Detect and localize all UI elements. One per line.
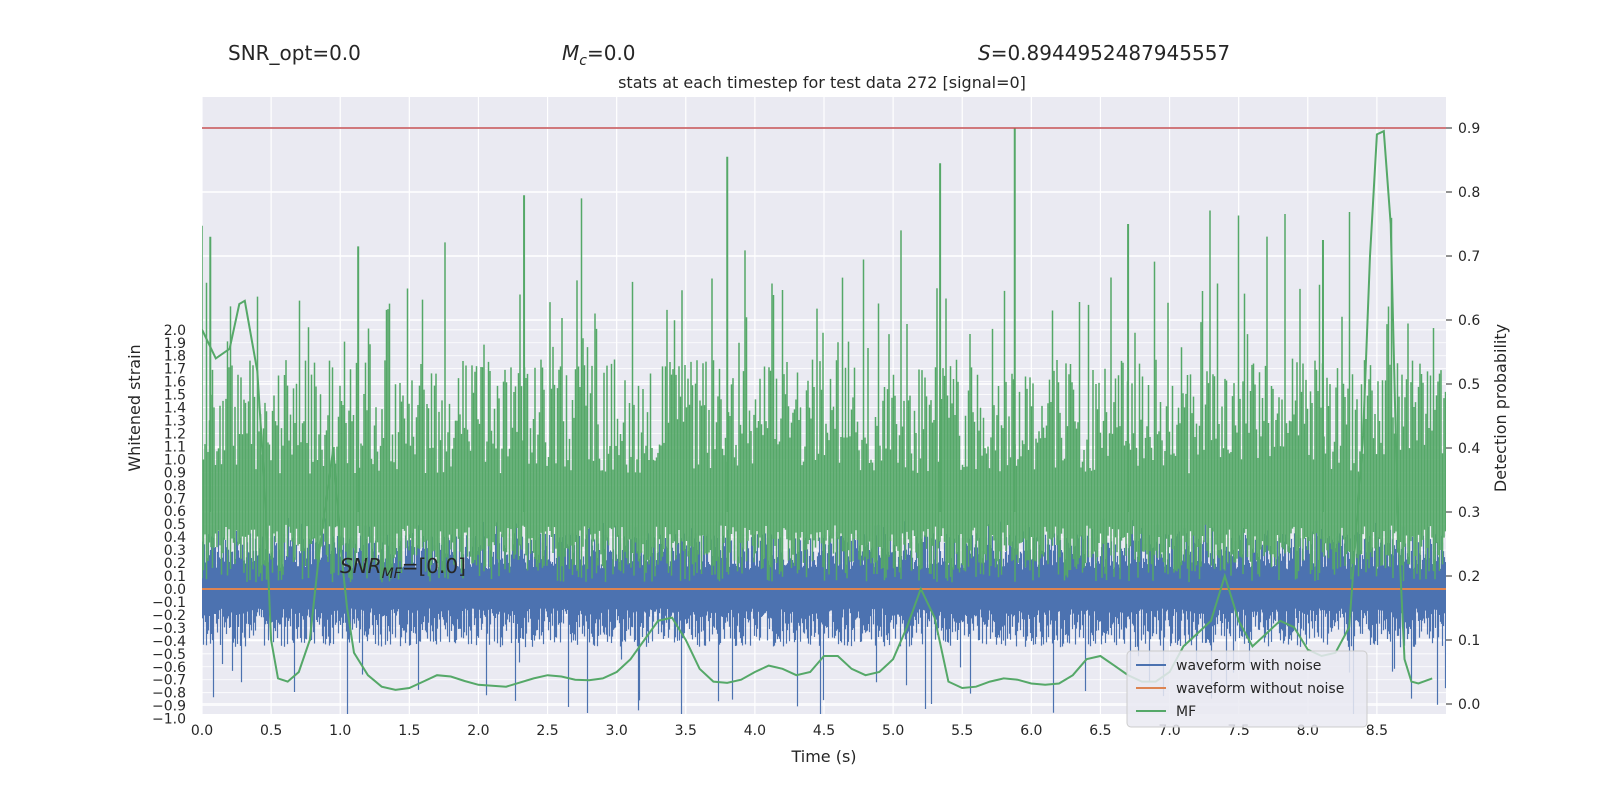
x-tick-label: 1.5 — [398, 723, 420, 739]
x-tick-label: 6.0 — [1020, 723, 1042, 739]
y-right-tick-label: 0.2 — [1458, 569, 1480, 585]
x-tick-label: 0.0 — [191, 723, 213, 739]
x-tick-label: 8.5 — [1366, 723, 1388, 739]
x-tick-label: 6.5 — [1089, 723, 1111, 739]
y-left-tick-label: 1.2 — [164, 426, 186, 442]
y-left-tick-label: 0.0 — [164, 582, 186, 598]
y-left-tick-label: 0.5 — [164, 517, 186, 533]
y-left-tick-label: 1.1 — [164, 439, 186, 455]
y-left-tick-label: −0.3 — [152, 621, 186, 637]
y-left-tick-label: 1.8 — [164, 349, 186, 365]
y-left-tick-label: −0.1 — [152, 595, 186, 611]
y-left-tick-label: −0.4 — [152, 634, 186, 650]
y-left-tick-label: 0.2 — [164, 556, 186, 572]
y-right-tick-label: 0.9 — [1458, 121, 1480, 137]
y-right-tick-label: 0.5 — [1458, 377, 1480, 393]
y-left-tick-label: 1.0 — [164, 452, 186, 468]
y-right-tick-label: 0.8 — [1458, 185, 1480, 201]
y-left-axis-ticks: 2.01.91.81.71.61.51.41.31.21.11.00.90.80… — [152, 323, 186, 728]
y-left-tick-label: 1.7 — [164, 362, 186, 378]
chirp-mass-label: Mc=0.0 — [562, 41, 636, 69]
y-left-tick-label: −0.2 — [152, 608, 186, 624]
x-tick-label: 5.5 — [951, 723, 973, 739]
legend-label-noise: waveform with noise — [1176, 658, 1321, 674]
y-left-tick-label: −1.0 — [152, 712, 186, 728]
x-tick-label: 4.5 — [813, 723, 835, 739]
y-left-tick-label: 0.4 — [164, 530, 186, 546]
y-left-tick-label: 0.7 — [164, 491, 186, 507]
legend-label-mf: MF — [1176, 704, 1196, 720]
x-tick-label: 2.5 — [536, 723, 558, 739]
x-axis-label: Time (s) — [790, 747, 856, 766]
legend-label-clean: waveform without noise — [1176, 681, 1344, 697]
y-left-tick-label: 0.3 — [164, 543, 186, 559]
x-tick-label: 2.0 — [467, 723, 489, 739]
y-left-tick-label: −0.7 — [152, 673, 186, 689]
y-left-tick-label: 1.5 — [164, 388, 186, 404]
score-label: S=0.8944952487945557 — [978, 41, 1230, 65]
y-right-tick-label: 0.4 — [1458, 441, 1480, 457]
legend-box — [1126, 650, 1368, 728]
x-tick-label: 3.0 — [606, 723, 628, 739]
y-left-tick-label: −0.9 — [152, 699, 186, 715]
x-tick-label: 1.0 — [329, 723, 351, 739]
y-left-tick-label: 1.4 — [164, 401, 186, 417]
legend: waveform with noise waveform without noi… — [1126, 650, 1368, 728]
y-left-tick-label: 0.6 — [164, 504, 186, 520]
y-left-tick-label: −0.5 — [152, 647, 186, 663]
snr-mf-annotation: SNRMF=[0.0] — [340, 554, 466, 582]
x-tick-label: 0.5 — [260, 723, 282, 739]
y-left-tick-label: 1.9 — [164, 336, 186, 352]
y-left-tick-label: 1.3 — [164, 414, 186, 430]
y-right-axis-ticks: 0.9 0.8 0.7 0.6 0.5 0.4 0.3 0.2 0.1 0.0 — [1446, 121, 1480, 713]
series-mf — [202, 129, 1433, 691]
y-left-tick-label: 0.1 — [164, 569, 186, 585]
y-right-tick-label: 0.7 — [1458, 249, 1480, 265]
y-left-axis-label: Whitened strain — [125, 344, 144, 471]
x-tick-label: 4.0 — [744, 723, 766, 739]
y-left-tick-label: 0.8 — [164, 478, 186, 494]
snr-opt-label: SNR_opt=0.0 — [228, 41, 361, 65]
y-left-tick-label: 0.9 — [164, 465, 186, 481]
mf-curve — [202, 129, 1433, 691]
x-tick-label: 3.5 — [675, 723, 697, 739]
y-right-tick-label: 0.1 — [1458, 633, 1480, 649]
y-right-tick-label: 0.0 — [1458, 697, 1480, 713]
y-left-tick-label: −0.8 — [152, 686, 186, 702]
y-left-tick-label: 1.6 — [164, 375, 186, 391]
y-left-tick-label: −0.6 — [152, 660, 186, 676]
y-right-tick-label: 0.6 — [1458, 313, 1480, 329]
series-mf-spikes — [202, 128, 1446, 583]
y-left-tick-label: 2.0 — [164, 323, 186, 339]
chart-title: stats at each timestep for test data 272… — [618, 73, 1026, 92]
y-right-axis-label: Detection probability — [1491, 324, 1510, 492]
y-right-tick-label: 0.3 — [1458, 505, 1480, 521]
plot-data-layer — [202, 127, 1446, 714]
x-tick-label: 5.0 — [882, 723, 904, 739]
